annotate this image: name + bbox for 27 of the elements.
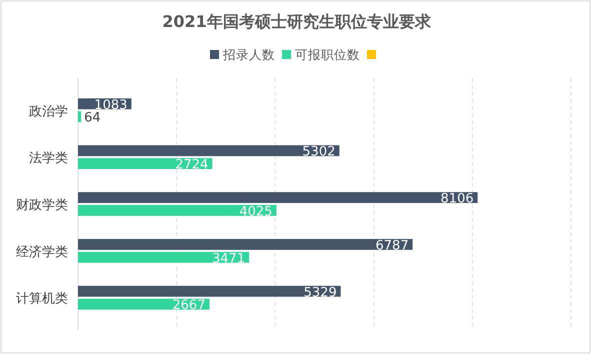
y-tick-label: 计算机类 — [16, 292, 68, 307]
bar — [78, 286, 341, 297]
data-label: 8106 — [440, 192, 474, 207]
bar — [78, 158, 212, 170]
bar — [78, 298, 210, 310]
y-tick-label: 政治学 — [29, 104, 68, 120]
data-label: 4025 — [239, 204, 272, 220]
y-tick-label: 经济学类 — [16, 244, 68, 260]
bar — [78, 111, 82, 122]
bar — [78, 192, 478, 203]
data-label: 2667 — [172, 298, 206, 314]
bar — [78, 145, 340, 156]
data-label: 5302 — [302, 144, 336, 160]
legend-label: 可报职位数 — [295, 47, 360, 62]
bar — [78, 238, 413, 250]
data-label: 3471 — [212, 251, 246, 266]
bar — [78, 252, 250, 263]
y-tick-label: 财政学类 — [16, 198, 68, 213]
legend-label: 招录人数 — [222, 47, 275, 62]
chart-title: 2021年国考硕士研究生职位专业要求 — [162, 12, 432, 31]
data-label: 2724 — [175, 158, 208, 173]
y-tick-label: 法学类 — [29, 151, 68, 166]
bar — [78, 205, 276, 216]
data-label: 64 — [84, 110, 101, 126]
data-label: 5329 — [304, 285, 337, 300]
data-label: 6787 — [376, 238, 409, 254]
data-label: 1083 — [94, 98, 128, 113]
